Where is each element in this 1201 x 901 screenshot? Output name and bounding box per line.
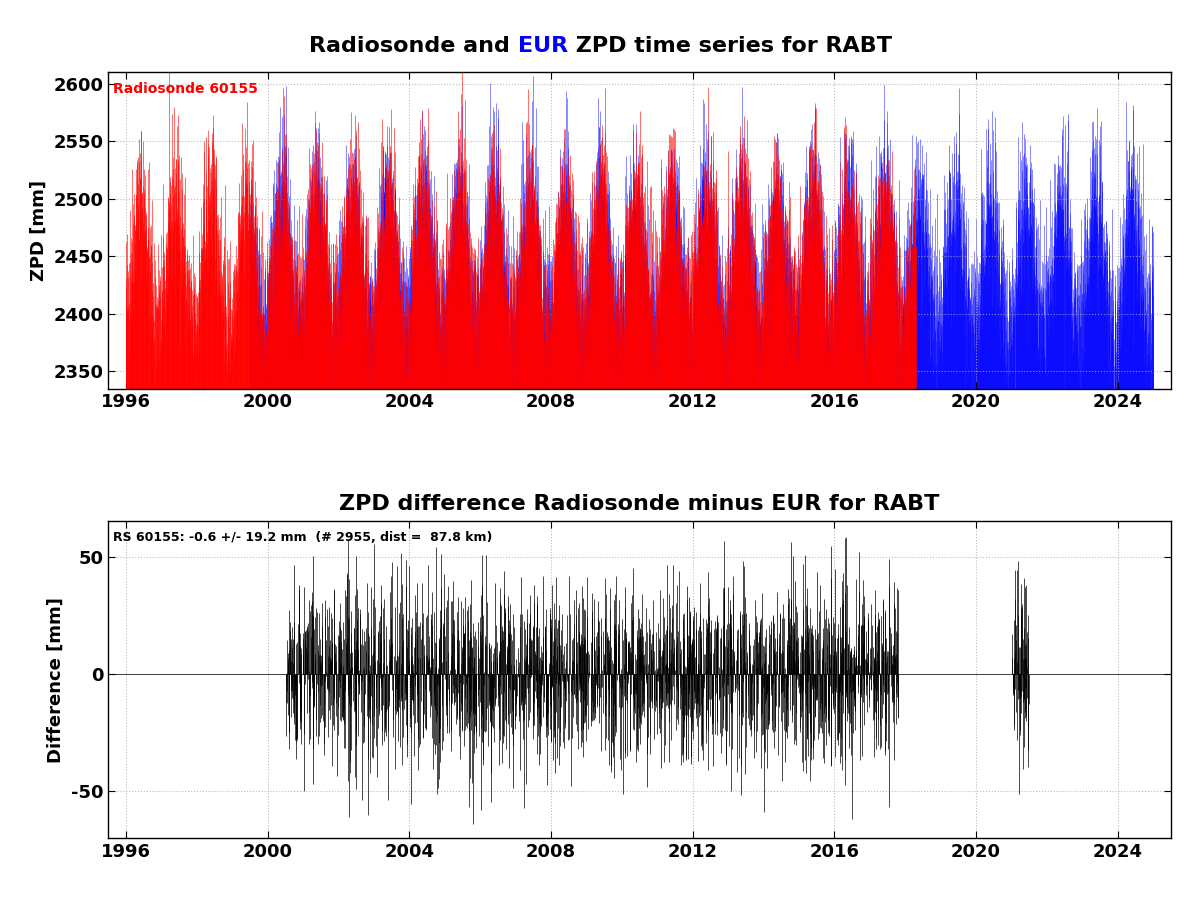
Y-axis label: Difference [mm]: Difference [mm] xyxy=(47,596,65,762)
Text: ZPD time series for RABT: ZPD time series for RABT xyxy=(568,36,892,56)
Title: ZPD difference Radiosonde minus EUR for RABT: ZPD difference Radiosonde minus EUR for … xyxy=(340,495,939,514)
Text: EUR: EUR xyxy=(518,36,568,56)
Text: Radiosonde and: Radiosonde and xyxy=(309,36,518,56)
Y-axis label: ZPD [mm]: ZPD [mm] xyxy=(30,180,48,281)
Text: Radiosonde 60155: Radiosonde 60155 xyxy=(113,82,258,96)
Text: RS 60155: -0.6 +/- 19.2 mm  (# 2955, dist =  87.8 km): RS 60155: -0.6 +/- 19.2 mm (# 2955, dist… xyxy=(113,531,492,544)
